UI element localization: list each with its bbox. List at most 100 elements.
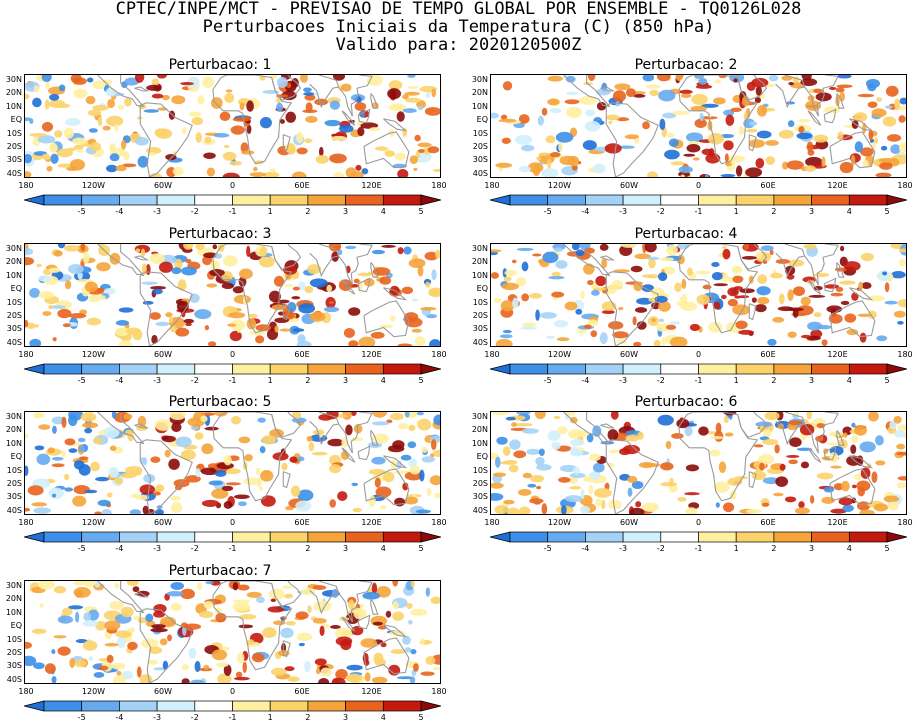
anomaly-blob: [787, 331, 797, 338]
colorbar-label: -2: [656, 376, 665, 385]
anomaly-blob: [274, 325, 279, 333]
anomaly-blob: [757, 274, 768, 285]
anomaly-blob: [690, 105, 707, 112]
anomaly-blob: [260, 470, 274, 482]
anomaly-blob: [527, 162, 544, 173]
anomaly-blob: [151, 93, 164, 99]
anomaly-blob: [352, 507, 362, 513]
anomaly-blob: [74, 659, 87, 668]
anomaly-blob: [715, 502, 720, 508]
anomaly-blob: [625, 434, 640, 442]
anomaly-blob: [669, 477, 674, 487]
anomaly-blob: [882, 116, 897, 127]
coastline: [309, 244, 340, 278]
anomaly-blob: [535, 309, 540, 321]
anomaly-blob: [329, 463, 341, 474]
colorbar-label: 3: [809, 376, 815, 385]
colorbar-graphic: [24, 700, 441, 712]
coastline: [134, 423, 150, 429]
anomaly-blob: [181, 266, 197, 276]
anomaly-blob: [653, 339, 661, 346]
anomaly-blob: [263, 171, 280, 177]
anomaly-blob: [358, 336, 376, 346]
anomaly-blob: [608, 321, 624, 330]
anomaly-blob: [49, 305, 66, 309]
anomaly-blob: [171, 95, 186, 105]
anomaly-blob: [880, 145, 888, 151]
anomaly-blob: [49, 142, 58, 153]
coastline: [748, 303, 757, 321]
anomaly-blob: [514, 134, 533, 145]
coastline: [775, 412, 806, 446]
colorbar: -5 -4 -3 -2 -1 1 2 3 4 5: [490, 193, 907, 219]
anomaly-blob: [658, 318, 665, 323]
anomaly-blob: [541, 503, 548, 514]
anomaly-blob: [587, 319, 599, 327]
anomaly-blob: [388, 80, 403, 90]
lon-label: 180: [18, 687, 34, 696]
anomaly-blob: [799, 424, 815, 436]
anomaly-blob: [409, 676, 416, 683]
anomaly-blob: [353, 278, 360, 284]
anomaly-blob: [500, 300, 515, 312]
colorbar-label: 3: [343, 376, 349, 385]
anomaly-blob: [545, 135, 556, 144]
anomaly-blob: [392, 440, 405, 450]
anomaly-blob: [851, 434, 859, 443]
anomaly-blob: [150, 627, 168, 633]
anomaly-blob: [134, 75, 145, 83]
colorbar-label: 1: [267, 376, 273, 385]
anomaly-blob: [496, 436, 508, 445]
coastline: [338, 581, 373, 623]
anomaly-blob: [836, 84, 853, 89]
colorbar-segment: [43, 700, 83, 712]
anomaly-blob: [318, 146, 324, 157]
anomaly-blob: [503, 499, 515, 505]
lat-label: 30N: [471, 75, 488, 84]
anomaly-blob: [756, 286, 771, 296]
anomaly-blob: [813, 272, 830, 278]
colorbar-label: -5: [77, 207, 86, 216]
anomaly-blob: [73, 581, 90, 586]
anomaly-blob: [586, 433, 594, 443]
anomaly-blob: [501, 282, 520, 291]
anomaly-blob: [429, 475, 440, 486]
anomaly-blob: [788, 459, 798, 465]
anomaly-blob: [312, 585, 327, 591]
anomaly-blob: [140, 248, 146, 258]
lon-label: 120E: [827, 518, 848, 527]
anomaly-blob: [169, 412, 187, 420]
anomaly-blob: [492, 472, 507, 477]
anomaly-blob: [599, 332, 608, 345]
anomaly-blob: [377, 625, 387, 630]
anomaly-blob: [326, 284, 333, 293]
anomaly-blob: [225, 89, 233, 93]
colorbar-label: 1: [267, 544, 273, 553]
anomaly-blob: [633, 94, 646, 98]
anomaly-blob: [502, 446, 511, 456]
lat-label: EQ: [476, 284, 488, 294]
anomaly-blob: [429, 435, 440, 442]
anomaly-blob: [318, 677, 330, 683]
anomaly-blob: [323, 306, 340, 313]
anomaly-blob: [38, 424, 51, 430]
anomaly-blob: [654, 295, 668, 303]
anomaly-blob: [708, 321, 723, 333]
anomaly-blob: [567, 155, 580, 167]
anomaly-blob: [262, 627, 277, 638]
anomaly-blob: [664, 149, 680, 160]
coastline: [829, 131, 876, 169]
lon-label: 0: [695, 181, 702, 190]
anomaly-blob: [677, 497, 687, 502]
anomaly-blob: [839, 161, 854, 174]
anomaly-blob: [573, 430, 590, 437]
lat-label: 30S: [6, 324, 22, 334]
anomaly-blob: [617, 145, 635, 149]
anomaly-blob: [149, 312, 161, 320]
coastline: [282, 303, 291, 321]
anomaly-blob: [404, 647, 412, 653]
coastline: [804, 244, 839, 286]
anomaly-blob: [329, 100, 340, 110]
anomaly-blob: [261, 435, 277, 445]
colorbar-label: -5: [543, 207, 552, 216]
